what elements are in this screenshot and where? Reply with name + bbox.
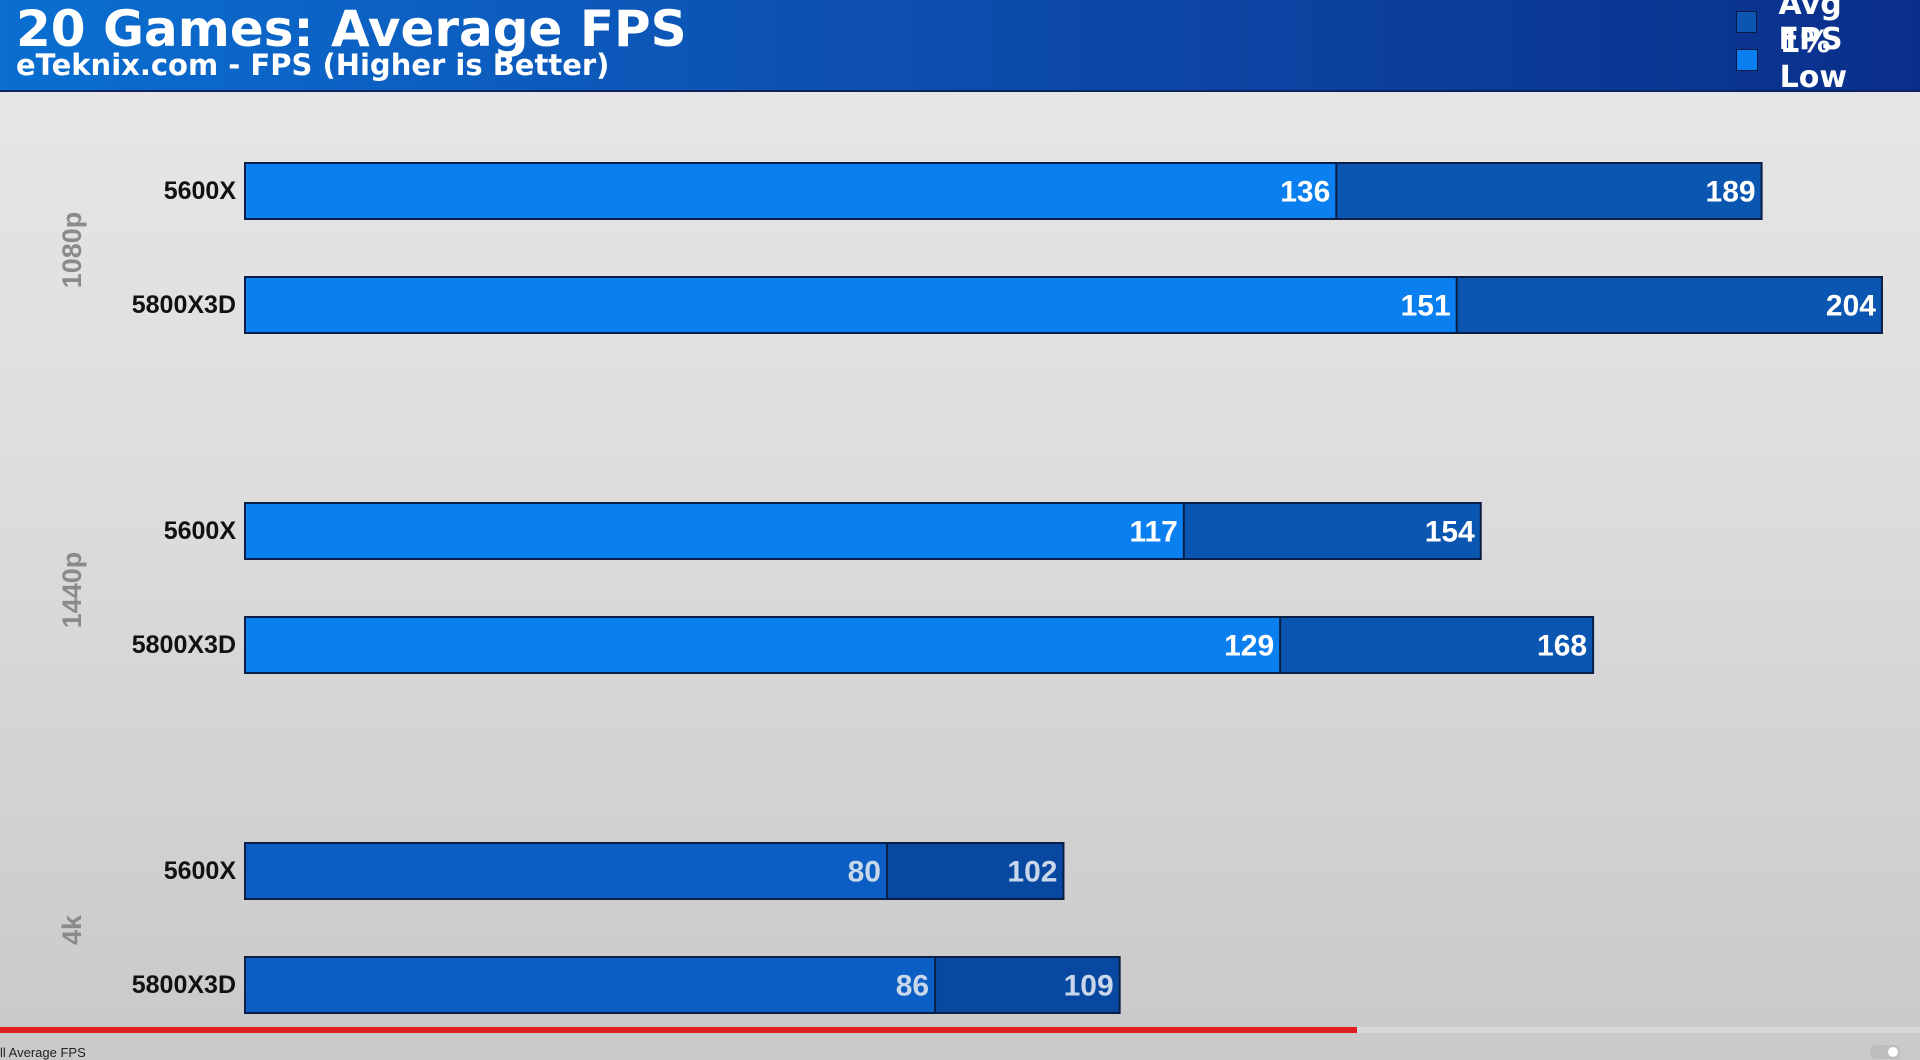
bar-low-1080p-5800X3D xyxy=(244,276,1458,334)
category-label-1440p-5600X: 5600X xyxy=(164,517,237,545)
legend-swatch-1pct-low xyxy=(1736,49,1758,71)
legend-item-1pct-low: 1% Low xyxy=(1736,25,1906,95)
legend-label-1pct-low: 1% Low xyxy=(1779,25,1848,95)
data-label-low-1080p-5800X3D: 151 xyxy=(1401,290,1451,323)
bar-low-1440p-5600X xyxy=(244,502,1185,560)
legend-label-avg-fps: Avg FPS xyxy=(1778,0,1843,57)
data-label-low-1440p-5600X: 117 xyxy=(1129,516,1177,549)
chart-header: 20 Games: Average FPS eTeknix.com - FPS … xyxy=(0,0,1920,95)
bar-low-1440p-5800X3D xyxy=(244,616,1282,674)
group-label-4k: 4k xyxy=(57,914,87,945)
data-label-low-4k-5800X3D: 86 xyxy=(896,970,929,1003)
video-progress-fill xyxy=(0,1027,1358,1033)
chart-subtitle: eTeknix.com - FPS (Higher is Better) xyxy=(16,48,610,82)
data-label-avg-1440p-5800X3D: 168 xyxy=(1537,630,1587,663)
category-label-1080p-5600X: 5600X xyxy=(164,177,237,205)
category-label-4k-5600X: 5600X xyxy=(164,857,237,885)
bar-low-4k-5600X xyxy=(244,842,888,900)
data-label-low-1080p-5600X: 136 xyxy=(1280,176,1330,209)
category-label-4k-5800X3D: 5800X3D xyxy=(132,971,236,999)
chart-title: 20 Games: Average FPS xyxy=(16,0,687,58)
data-label-low-4k-5600X: 80 xyxy=(848,856,881,889)
bar-low-4k-5800X3D xyxy=(244,956,937,1014)
chapter-label[interactable]: ll Average FPS xyxy=(0,1045,86,1060)
legend-swatch-avg-fps xyxy=(1736,11,1757,33)
data-label-avg-4k-5800X3D: 109 xyxy=(1064,970,1114,1003)
group-label-1440p: 1440p xyxy=(57,552,87,629)
data-label-avg-1080p-5600X: 189 xyxy=(1706,176,1756,209)
data-label-low-1440p-5800X3D: 129 xyxy=(1224,630,1274,663)
data-label-avg-1080p-5800X3D: 204 xyxy=(1826,290,1876,323)
category-label-1080p-5800X3D: 5800X3D xyxy=(132,291,236,319)
data-label-avg-4k-5600X: 102 xyxy=(1007,856,1057,889)
group-label-1080p: 1080p xyxy=(57,212,87,289)
autoplay-toggle[interactable] xyxy=(1870,1045,1900,1059)
legend: Avg FPS 1% Low xyxy=(1736,0,1906,95)
data-label-avg-1440p-5600X: 154 xyxy=(1425,516,1475,549)
legend-item-avg-fps: Avg FPS xyxy=(1736,0,1906,57)
video-progress-bar[interactable] xyxy=(0,1027,1920,1033)
bar-low-1080p-5600X xyxy=(244,162,1338,220)
category-label-1440p-5800X3D: 5800X3D xyxy=(132,631,236,659)
